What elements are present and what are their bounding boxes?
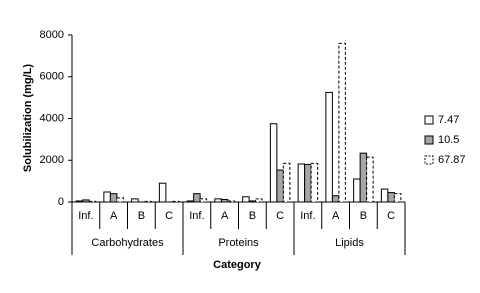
bar [297,163,306,203]
bar [116,197,124,203]
bar [325,91,333,203]
bar [186,200,195,203]
x-group-label: Proteins [218,237,259,249]
y-tick-label: 8000 [40,29,64,41]
x-group-label: Lipids [335,237,364,249]
bar [282,162,291,203]
bar [269,123,278,203]
x-tick-label: Inf. [300,210,315,222]
x-tick-label: B [360,210,367,222]
x-tick-label: B [138,210,145,222]
bar [193,193,201,203]
bar [380,188,389,203]
x-tick-label: C [165,210,173,222]
y-tick-label: 2000 [40,154,64,166]
bar [366,156,374,203]
bar [338,42,346,203]
bar [171,200,180,203]
bar [199,198,208,203]
bar [304,163,312,203]
x-tick-label: A [332,210,340,222]
bar [393,193,402,203]
x-group-label: Carbohydrates [91,237,164,249]
bar [220,198,229,203]
bar [109,193,118,203]
bar [331,195,340,203]
y-tick-label: 0 [58,196,64,208]
legend-label: 10.5 [438,134,459,146]
x-tick-label: Inf. [189,210,204,222]
bar [103,191,111,203]
bar [359,152,368,203]
bar [242,196,250,203]
x-tick-label: C [276,210,284,222]
bar [214,198,222,203]
bar [276,169,284,203]
legend-label: 7.47 [438,114,459,126]
bar [310,162,319,203]
bar [144,200,152,203]
y-tick-label: 4000 [40,112,64,124]
x-axis-label: Category [213,259,262,271]
bar [353,178,361,203]
y-tick-label: 6000 [40,71,64,83]
bar [387,192,395,203]
bar [88,200,97,203]
bar [227,200,235,203]
bar [158,182,167,203]
legend-swatch [424,155,434,165]
x-tick-label: B [249,210,256,222]
x-tick-label: C [387,210,395,222]
bar [82,199,90,203]
bar [75,200,84,203]
legend-swatch [424,115,434,125]
bar [248,200,257,203]
x-tick-label: A [221,210,229,222]
bar [255,198,263,203]
legend-label: 67.87 [438,154,466,166]
x-tick-label: A [110,210,118,222]
y-axis-label: Solubilization (mg/L) [22,64,34,172]
bar [131,198,139,203]
legend-swatch [424,135,434,145]
x-tick-label: Inf. [78,210,93,222]
